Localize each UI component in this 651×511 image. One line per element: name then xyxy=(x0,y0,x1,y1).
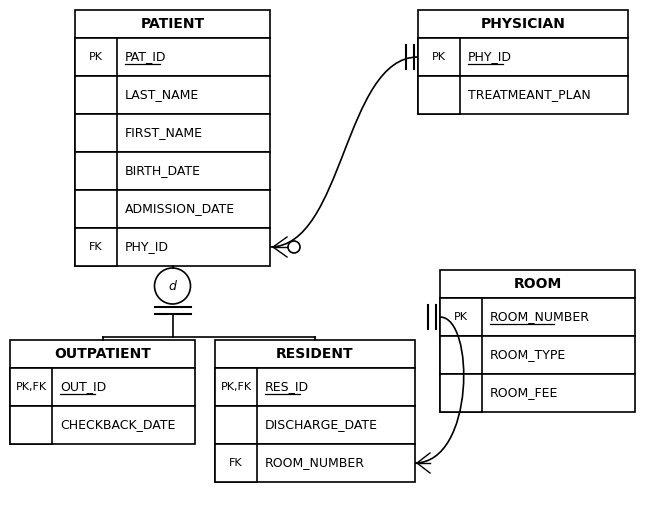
Bar xyxy=(75,114,117,152)
Text: PATIENT: PATIENT xyxy=(141,17,204,31)
Text: ROOM_NUMBER: ROOM_NUMBER xyxy=(265,456,365,470)
Bar xyxy=(440,298,482,336)
Bar xyxy=(75,190,270,228)
Bar xyxy=(75,152,270,190)
Text: PK: PK xyxy=(454,312,468,322)
Bar xyxy=(215,406,415,444)
Text: FK: FK xyxy=(229,458,243,468)
Bar xyxy=(10,368,195,406)
Bar xyxy=(10,406,195,444)
Bar xyxy=(75,38,270,76)
Bar xyxy=(215,444,415,482)
Bar xyxy=(10,368,52,406)
Text: CHECKBACK_DATE: CHECKBACK_DATE xyxy=(60,419,175,431)
Text: FIRST_NAME: FIRST_NAME xyxy=(125,127,203,140)
Bar xyxy=(440,270,635,298)
Bar xyxy=(10,340,195,368)
Bar xyxy=(440,374,635,412)
Bar xyxy=(75,38,117,76)
Text: LAST_NAME: LAST_NAME xyxy=(125,88,199,102)
Text: RESIDENT: RESIDENT xyxy=(276,347,353,361)
Text: PK: PK xyxy=(89,52,103,62)
Bar xyxy=(418,10,628,38)
Bar xyxy=(75,10,270,38)
Bar xyxy=(215,444,257,482)
Bar xyxy=(440,298,635,336)
Text: ROOM_NUMBER: ROOM_NUMBER xyxy=(490,311,590,323)
Text: ROOM_TYPE: ROOM_TYPE xyxy=(490,349,566,361)
Bar xyxy=(418,76,628,114)
Text: PHYSICIAN: PHYSICIAN xyxy=(480,17,566,31)
Bar xyxy=(440,336,635,374)
Text: DISCHARGE_DATE: DISCHARGE_DATE xyxy=(265,419,378,431)
Bar xyxy=(75,76,117,114)
Bar xyxy=(75,228,270,266)
Bar xyxy=(418,38,628,76)
Bar xyxy=(10,406,52,444)
Bar xyxy=(75,190,117,228)
Bar xyxy=(75,114,270,152)
Bar xyxy=(215,368,415,406)
Bar xyxy=(418,38,460,76)
Text: PK,FK: PK,FK xyxy=(221,382,251,392)
Bar xyxy=(440,336,482,374)
Bar xyxy=(440,374,482,412)
Text: PAT_ID: PAT_ID xyxy=(125,51,167,63)
Bar xyxy=(75,228,117,266)
Text: PHY_ID: PHY_ID xyxy=(468,51,512,63)
Text: RES_ID: RES_ID xyxy=(265,381,309,393)
Bar xyxy=(75,76,270,114)
Text: ROOM: ROOM xyxy=(514,277,562,291)
Bar xyxy=(75,152,117,190)
Bar xyxy=(215,340,415,368)
Text: TREATMEANT_PLAN: TREATMEANT_PLAN xyxy=(468,88,590,102)
Bar xyxy=(215,368,257,406)
Text: ADMISSION_DATE: ADMISSION_DATE xyxy=(125,202,235,216)
Text: PK,FK: PK,FK xyxy=(16,382,47,392)
Text: BIRTH_DATE: BIRTH_DATE xyxy=(125,165,201,177)
Text: d: d xyxy=(169,280,176,292)
Bar xyxy=(215,406,257,444)
Bar xyxy=(418,76,460,114)
Text: FK: FK xyxy=(89,242,103,252)
Text: PK: PK xyxy=(432,52,446,62)
Text: ROOM_FEE: ROOM_FEE xyxy=(490,386,559,400)
Text: OUTPATIENT: OUTPATIENT xyxy=(54,347,151,361)
Text: OUT_ID: OUT_ID xyxy=(60,381,106,393)
Text: PHY_ID: PHY_ID xyxy=(125,241,169,253)
